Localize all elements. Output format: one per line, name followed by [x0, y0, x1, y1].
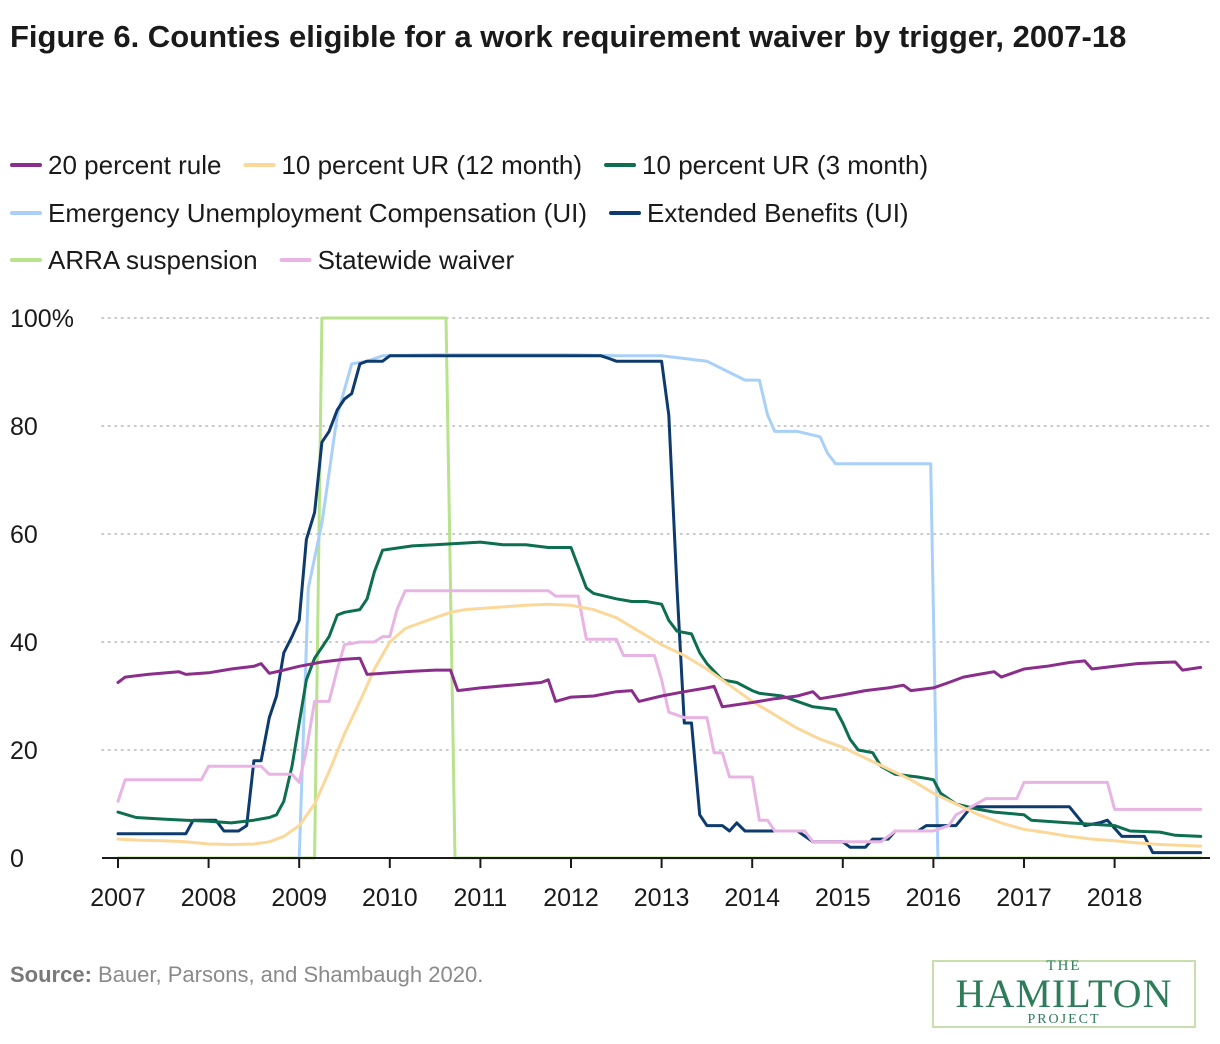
series-line-extended-benefits-ui [116, 354, 1203, 855]
chart-title: Figure 6. Counties eligible for a work r… [10, 19, 1127, 54]
x-tick-label: 2010 [362, 884, 418, 912]
series-line-10-percent-ur-12-month [116, 602, 1203, 848]
x-tick-label: 2015 [815, 884, 871, 912]
x-tick-label: 2018 [1087, 884, 1143, 912]
legend-label: ARRA suspension [48, 245, 258, 275]
x-tick-label: 2008 [181, 884, 237, 912]
legend-item: 10 percent UR (3 month) [604, 150, 928, 180]
x-tick-label: 2013 [634, 884, 690, 912]
x-tick-label: 2009 [271, 884, 327, 912]
series-line-10-percent-ur-3-month [116, 540, 1203, 838]
logo-name: HAMILTON [955, 971, 1173, 1016]
y-tick-label: 60 [10, 521, 38, 549]
source-text: Bauer, Parsons, and Shambaugh 2020. [91, 962, 484, 987]
series-line-statewide-waiver [116, 589, 1203, 844]
x-tick-label: 2017 [996, 884, 1052, 912]
series-line-emergency-unemployment-compensation-ui [297, 353, 940, 860]
logo-the: THE [1046, 958, 1082, 974]
legend-item: 20 percent rule [10, 150, 221, 180]
legend-item: ARRA suspension [10, 245, 258, 275]
y-tick-label: 0 [10, 845, 24, 873]
series-line-20-percent-rule [116, 656, 1203, 709]
legend-item: 10 percent UR (12 month) [243, 150, 582, 180]
y-tick-label: 20 [10, 737, 38, 765]
logo-project: PROJECT [1027, 1012, 1101, 1027]
x-tick-label: 2011 [454, 884, 508, 912]
legend-label: 10 percent UR (3 month) [642, 150, 928, 180]
x-tick-label: 2007 [90, 884, 146, 912]
source-note: Source: Bauer, Parsons, and Shambaugh 20… [10, 962, 483, 988]
y-tick-label: 100% [10, 305, 74, 333]
legend-label: 10 percent UR (12 month) [281, 150, 582, 180]
x-tick-label: 2012 [543, 884, 599, 912]
series-line-arra-suspension [116, 316, 1203, 860]
legend-label: Emergency Unemployment Compensation (UI) [48, 198, 587, 228]
source-label: Source: [10, 962, 92, 987]
legend-item: Extended Benefits (UI) [609, 198, 909, 228]
hamilton-project-logo: THE HAMILTON PROJECT [932, 958, 1196, 1028]
x-tick-label: 2016 [906, 884, 962, 912]
legend-label: 20 percent rule [48, 150, 221, 180]
y-tick-label: 80 [10, 413, 38, 441]
legend-item: Statewide waiver [279, 245, 515, 275]
legend-label: Statewide waiver [318, 245, 515, 275]
y-tick-label: 40 [10, 629, 38, 657]
legend-label: Extended Benefits (UI) [647, 198, 909, 228]
legend-item: Emergency Unemployment Compensation (UI) [10, 198, 587, 228]
x-tick-label: 2014 [724, 884, 780, 912]
